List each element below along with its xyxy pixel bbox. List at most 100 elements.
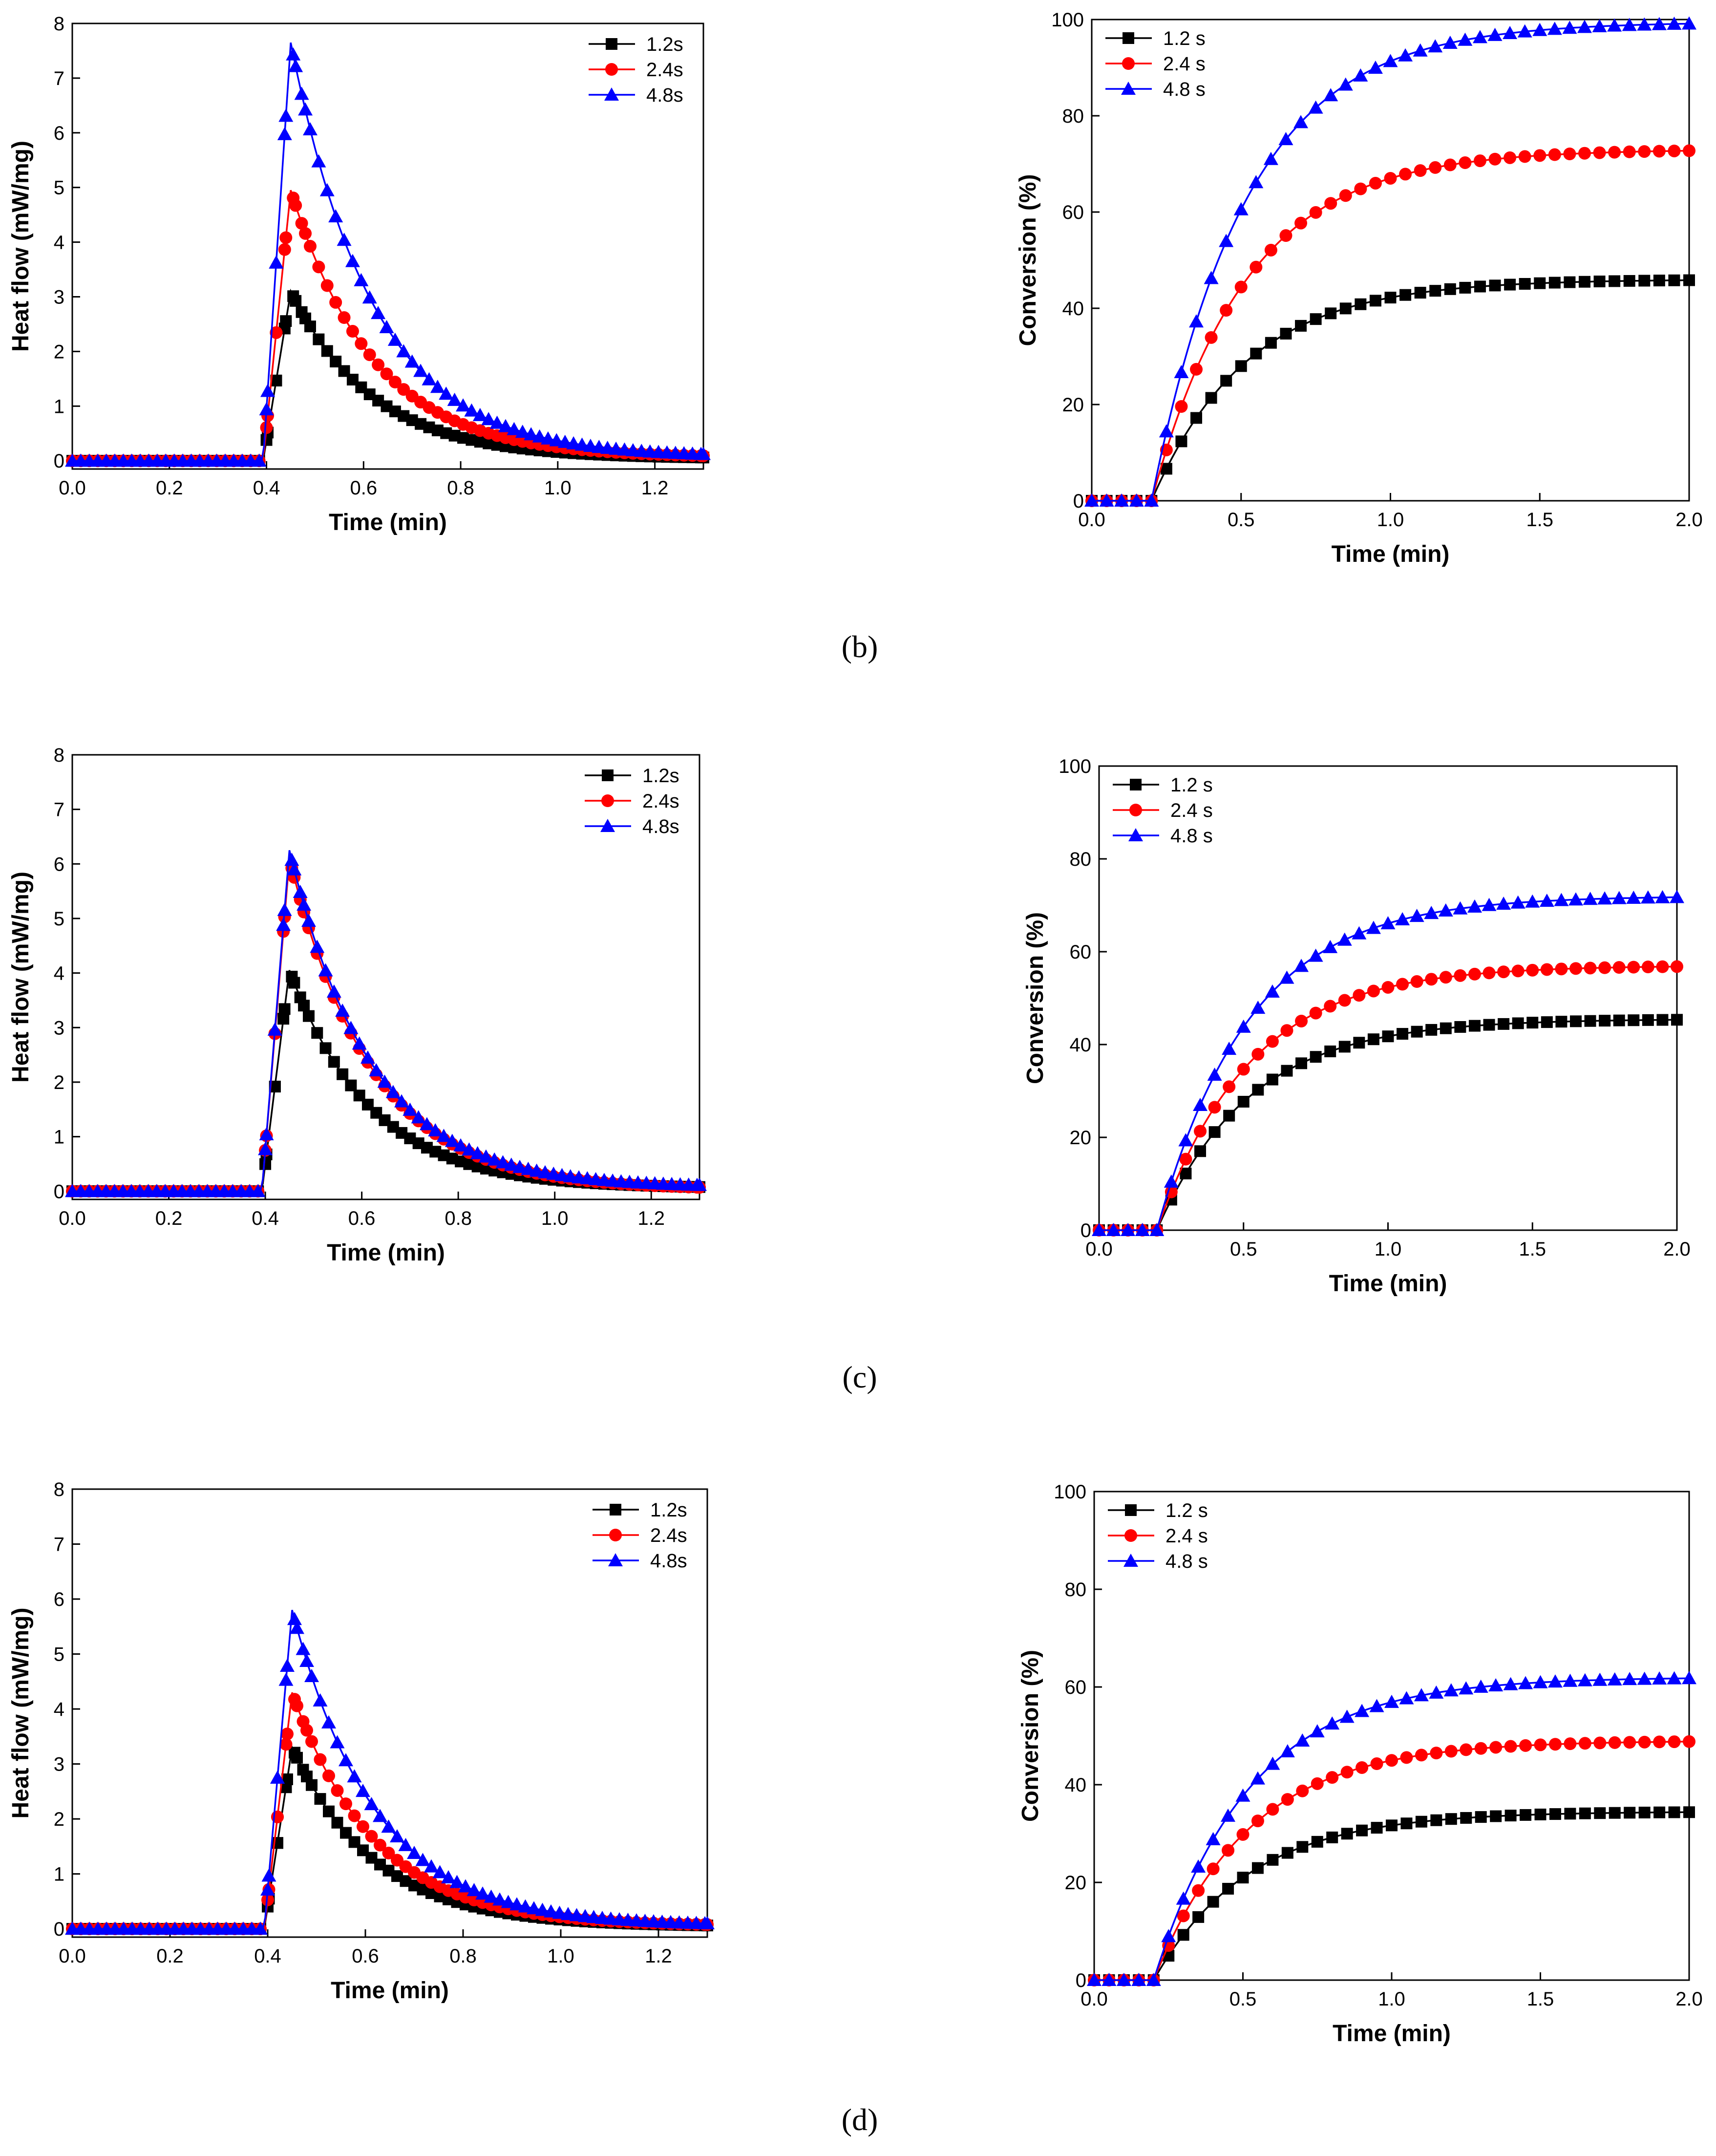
data-point xyxy=(1266,1073,1278,1086)
data-point xyxy=(1555,962,1568,976)
data-point xyxy=(1369,295,1381,307)
data-point xyxy=(1193,1098,1208,1111)
legend: 1.2s 2.4s 4.8s xyxy=(593,1499,687,1572)
data-point xyxy=(290,1621,304,1634)
data-point xyxy=(1146,1973,1161,1986)
data-point xyxy=(1352,926,1367,939)
data-point xyxy=(1652,1671,1667,1685)
data-point xyxy=(286,47,301,61)
data-point xyxy=(1683,1735,1695,1748)
data-point xyxy=(1399,289,1412,301)
x-tick-label: 0.4 xyxy=(252,1208,279,1229)
data-point xyxy=(388,376,402,389)
data-point xyxy=(379,320,394,333)
series-3 xyxy=(65,1610,715,1935)
data-point xyxy=(1221,1808,1236,1822)
series-1 xyxy=(1093,1014,1683,1236)
data-point xyxy=(1207,1896,1219,1908)
data-point xyxy=(300,1724,313,1737)
plot-frame xyxy=(71,22,704,470)
y-tick-label: 60 xyxy=(1065,1677,1087,1698)
data-point xyxy=(1584,1015,1596,1027)
data-point xyxy=(1386,1819,1398,1832)
data-point xyxy=(1577,1673,1592,1686)
data-point xyxy=(1353,1037,1365,1049)
y-tick-label: 80 xyxy=(1062,106,1084,127)
data-point xyxy=(312,260,325,274)
data-point xyxy=(1593,1736,1607,1750)
data-point xyxy=(345,1079,357,1091)
series-line xyxy=(72,1610,708,1930)
data-point xyxy=(1668,274,1680,286)
data-point xyxy=(1628,1014,1640,1026)
data-point xyxy=(1178,1133,1193,1147)
data-point xyxy=(1177,1909,1190,1922)
data-point xyxy=(310,939,325,953)
data-point xyxy=(385,1085,401,1098)
data-point xyxy=(1638,275,1651,287)
data-point xyxy=(1311,1777,1324,1790)
data-point xyxy=(1473,1679,1488,1693)
data-point xyxy=(1548,148,1561,161)
x-axis-label: Time (min) xyxy=(1332,541,1450,567)
data-point xyxy=(1444,283,1456,295)
y-tick-label: 60 xyxy=(1062,202,1084,223)
legend-label: 4.8s xyxy=(642,816,679,837)
data-point xyxy=(1504,151,1517,164)
data-point xyxy=(299,1654,314,1667)
legend: 1.2s 2.4s 4.8s xyxy=(585,765,679,837)
data-point xyxy=(1366,920,1381,934)
data-point xyxy=(1442,35,1458,49)
legend-label: 1.2s xyxy=(650,1499,687,1521)
data-point xyxy=(291,1751,303,1764)
data-point xyxy=(1554,893,1569,906)
data-point xyxy=(509,1897,524,1911)
data-point xyxy=(260,1882,275,1896)
data-point xyxy=(1482,897,1497,911)
y-tick-label: 80 xyxy=(1065,1579,1087,1601)
data-point xyxy=(253,1921,268,1935)
y-tick-label: 3 xyxy=(54,1754,64,1775)
data-point xyxy=(1235,1788,1250,1802)
data-point xyxy=(1512,1017,1524,1029)
data-point xyxy=(441,1870,456,1884)
data-point xyxy=(1219,234,1234,247)
legend-marker xyxy=(1130,779,1142,790)
data-point xyxy=(1326,1771,1339,1784)
data-point xyxy=(260,384,275,397)
data-point xyxy=(1265,1756,1280,1770)
data-point xyxy=(1279,229,1292,242)
data-point xyxy=(428,1123,443,1137)
x-tick-label: 0.2 xyxy=(156,477,183,499)
data-point xyxy=(1609,275,1621,287)
data-point xyxy=(566,436,581,449)
data-point xyxy=(1106,1223,1121,1236)
data-point xyxy=(1483,1019,1495,1031)
data-point xyxy=(347,1769,362,1783)
data-point xyxy=(1547,21,1562,35)
data-point xyxy=(1325,1716,1340,1730)
data-point xyxy=(1459,281,1471,294)
data-point xyxy=(1520,1809,1532,1821)
x-tick-label: 1.2 xyxy=(641,477,669,499)
legend-marker xyxy=(605,63,618,76)
data-point xyxy=(1670,890,1684,903)
data-point xyxy=(278,108,294,122)
series-3 xyxy=(65,42,711,467)
y-axis-label: Heat flow (mW/mg) xyxy=(8,1608,34,1819)
data-point xyxy=(288,977,300,989)
data-point xyxy=(1339,1709,1355,1723)
data-point xyxy=(1409,909,1424,922)
data-point xyxy=(487,1152,502,1166)
series-3 xyxy=(1087,1671,1696,1986)
data-point xyxy=(447,392,462,406)
series-line xyxy=(72,1692,708,1930)
y-tick-label: 0 xyxy=(1076,1970,1086,1991)
chart-1-heat-flow: 0.0 0.2 0.4 0.6 0.8 1.0 1.2 0 1 2 3 4 5 6 7 8 Time (min)… xyxy=(8,13,711,535)
data-point xyxy=(1579,1807,1591,1819)
legend-marker xyxy=(1123,32,1134,44)
data-point xyxy=(1414,1688,1429,1702)
data-point xyxy=(1308,100,1323,114)
legend-marker xyxy=(609,1529,622,1541)
y-tick-label: 5 xyxy=(54,177,64,199)
